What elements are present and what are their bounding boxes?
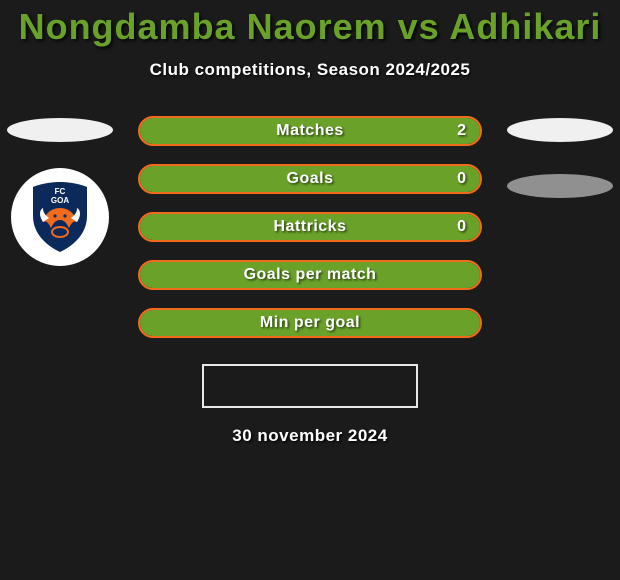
stat-row: Goals per match xyxy=(140,262,480,288)
stat-label: Hattricks xyxy=(274,218,347,236)
player2-flag-placeholder xyxy=(507,118,613,142)
left-player-column: FC GOA xyxy=(0,118,120,266)
subtitle: Club competitions, Season 2024/2025 xyxy=(0,60,620,80)
stat-label: Matches xyxy=(276,122,344,140)
title-player1: Nongdamba Naorem xyxy=(19,6,387,47)
branding-text: FcTables.com xyxy=(262,375,391,397)
fctables-logo-icon xyxy=(230,375,256,397)
stat-row: Matches 2 xyxy=(140,118,480,144)
date-line: 30 november 2024 xyxy=(0,426,620,446)
right-player-column xyxy=(500,118,620,230)
svg-text:FC: FC xyxy=(55,187,66,196)
stat-row: Hattricks 0 xyxy=(140,214,480,240)
stat-rows: Matches 2 Goals 0 Hattricks 0 Goals per match M… xyxy=(140,118,480,336)
page-title: Nongdamba Naorem vs Adhikari xyxy=(0,0,620,48)
stat-value-right: 0 xyxy=(457,218,466,236)
player2-club-placeholder xyxy=(507,174,613,198)
stat-label: Goals xyxy=(287,170,334,188)
svg-text:GOA: GOA xyxy=(51,196,69,205)
player1-flag-placeholder xyxy=(7,118,113,142)
branding-box: FcTables.com xyxy=(202,364,418,408)
content-area: FC GOA Matches2Goals0Hattric xyxy=(0,118,620,336)
stat-row: Min per goal xyxy=(140,310,480,336)
title-player2: Adhikari xyxy=(449,6,601,47)
title-vs: vs xyxy=(398,6,440,47)
stat-value-right: 0 xyxy=(457,170,466,188)
player1-club-badge: FC GOA xyxy=(11,168,109,266)
fc-goa-logo-icon: FC GOA xyxy=(29,180,91,254)
stat-row: Goals 0 xyxy=(140,166,480,192)
stat-label: Min per goal xyxy=(260,314,360,332)
stat-value-right: 2 xyxy=(457,122,466,140)
stat-label: Goals per match xyxy=(244,266,377,284)
